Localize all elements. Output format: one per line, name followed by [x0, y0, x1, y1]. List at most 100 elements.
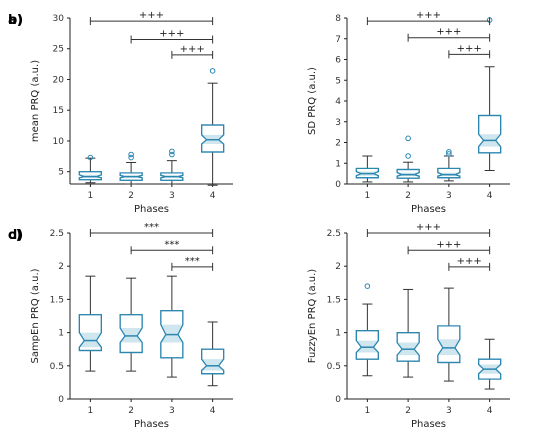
y-axis-label: SD PRQ (a.u.) — [307, 67, 318, 135]
x-tick-label: 3 — [446, 406, 452, 416]
x-tick-label: 2 — [128, 406, 134, 416]
y-tick-label: 0 — [335, 395, 341, 405]
y-tick-label: 7 — [335, 35, 341, 45]
box-outline — [160, 172, 184, 181]
box-3 — [437, 149, 461, 182]
x-tick-label: 1 — [365, 406, 371, 416]
box-outline — [437, 325, 461, 364]
box-2 — [396, 135, 420, 183]
box-1 — [355, 283, 379, 377]
outlier-point — [169, 151, 175, 158]
significance-label: +++ — [457, 43, 482, 54]
box-2 — [396, 288, 420, 378]
box-1 — [78, 275, 102, 372]
box-outline — [201, 348, 225, 375]
y-tick-label: 0 — [58, 395, 64, 405]
panel-letter: c) — [8, 228, 22, 243]
x-axis-label: Phases — [411, 204, 446, 215]
x-tick-label: 3 — [169, 191, 175, 201]
box-3 — [160, 275, 184, 378]
chart-panel-4: d) 0 0.5 1 1.5 2 2.5 1 2 3 4 Phases FuzzyEn PRQ (a.u… — [8, 222, 510, 430]
box-outline — [78, 171, 102, 181]
x-tick-label: 4 — [487, 191, 493, 201]
box-outline — [78, 314, 102, 352]
x-tick-label: 4 — [487, 406, 493, 416]
box-4 — [201, 321, 225, 387]
y-tick-label: 30 — [53, 14, 65, 24]
outlier-point — [405, 135, 411, 142]
outlier-point — [405, 153, 411, 159]
y-tick-label: 5 — [58, 168, 64, 178]
significance-label: +++ — [457, 256, 482, 267]
box-outline — [201, 124, 225, 153]
box-outline — [478, 358, 502, 380]
y-axis-label: mean PRQ (a.u.) — [30, 60, 41, 142]
box-notch — [160, 324, 183, 343]
outlier-point — [209, 68, 216, 74]
panel-letter: d) — [8, 228, 23, 243]
box-4 — [201, 68, 225, 186]
box-outline — [355, 330, 379, 360]
significance-label: +++ — [436, 27, 461, 38]
y-tick-label: 15 — [53, 106, 64, 116]
y-tick-label: 2 — [58, 262, 64, 272]
box-outline — [119, 314, 143, 354]
significance-label: *** — [185, 256, 200, 267]
y-axis-label: FuzzyEn PRQ (a.u.) — [307, 269, 318, 364]
y-axis-label: SampEn PRQ (a.u.) — [30, 268, 41, 363]
y-tick-label: 6 — [335, 56, 341, 66]
box-outline — [119, 172, 143, 181]
y-tick-label: 2 — [335, 139, 341, 149]
box-3 — [160, 148, 184, 185]
significance-label: +++ — [436, 239, 461, 250]
significance-label: +++ — [159, 29, 184, 40]
y-tick-label: 25 — [53, 45, 64, 55]
outlier-point — [446, 151, 452, 157]
y-tick-label: 0.5 — [50, 362, 64, 372]
box-4 — [478, 338, 502, 390]
x-tick-label: 2 — [128, 191, 134, 201]
box-1 — [355, 155, 379, 183]
panel-letter: a) — [8, 13, 23, 28]
y-tick-label: 1 — [335, 329, 341, 339]
box-outline — [478, 114, 502, 154]
box-outline — [396, 332, 420, 362]
y-tick-label: 10 — [53, 137, 65, 147]
box-4 — [478, 17, 502, 172]
x-tick-label: 3 — [446, 191, 452, 201]
box-outline — [396, 168, 420, 179]
y-tick-label: 2.5 — [50, 229, 64, 239]
x-axis-label: Phases — [134, 419, 169, 428]
outlier-point — [446, 149, 452, 155]
chart-panel-2: b) 0 1 2 3 4 5 6 7 8 1 2 3 4 Phases SD PRQ (a.u.) +++ +++… — [8, 10, 510, 215]
chart-panel-3: c) 0 0.5 1 1.5 2 2.5 1 2 3 4 Phases SampEn PRQ (a.u.… — [8, 222, 233, 430]
y-tick-label: 0 — [335, 180, 341, 190]
significance-label: +++ — [416, 10, 441, 21]
x-tick-label: 4 — [210, 406, 216, 416]
box-outline — [160, 310, 184, 359]
x-axis-label: Phases — [411, 419, 446, 428]
x-tick-label: 2 — [405, 406, 411, 416]
significance-label: +++ — [180, 44, 205, 55]
x-tick-label: 4 — [210, 191, 216, 201]
box-3 — [437, 287, 461, 382]
x-axis-label: Phases — [134, 204, 169, 215]
y-tick-label: 4 — [335, 97, 341, 107]
y-tick-label: 1.5 — [327, 295, 341, 305]
y-tick-label: 2 — [335, 262, 341, 272]
outlier-point — [128, 154, 134, 161]
panel-letter: b) — [8, 13, 23, 28]
outlier-point — [128, 151, 134, 158]
significance-label: +++ — [416, 222, 441, 233]
y-tick-label: 1 — [58, 329, 64, 339]
y-tick-label: 20 — [53, 75, 65, 85]
box-2 — [119, 277, 143, 372]
box-1 — [78, 154, 102, 184]
x-tick-label: 2 — [405, 191, 411, 201]
x-tick-label: 1 — [365, 191, 371, 201]
outlier-point — [87, 154, 94, 161]
significance-label: +++ — [139, 10, 164, 21]
outlier-point — [364, 283, 371, 289]
x-tick-label: 3 — [169, 406, 175, 416]
